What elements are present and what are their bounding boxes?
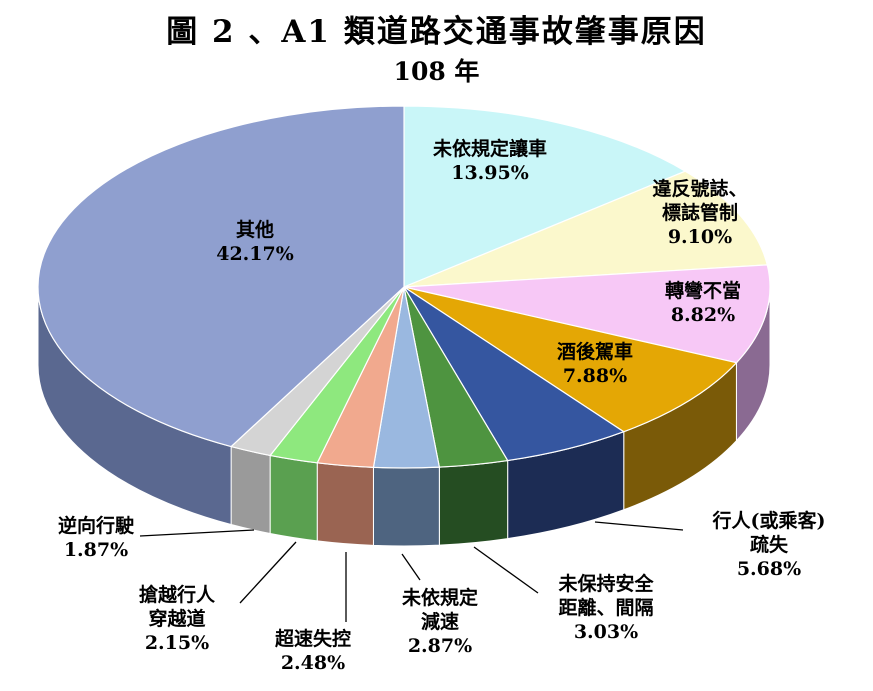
slice-value-label: 8.82% <box>671 304 735 326</box>
slice-value-label: 7.88% <box>563 365 627 387</box>
leader-line <box>239 541 297 604</box>
slice-category-label: 超速失控 <box>274 627 351 650</box>
pie-slice-side <box>230 445 271 535</box>
pie-slice <box>37 105 405 448</box>
chart-subtitle: 108 年 <box>393 57 480 86</box>
slice-category-label: 行人(或乘客) <box>712 509 826 532</box>
leader-line <box>139 529 255 537</box>
slice-value-label: 9.10% <box>668 226 732 248</box>
leader-line <box>594 521 684 531</box>
slice-category-label: 轉彎不當 <box>665 279 741 302</box>
leader-line <box>401 553 421 581</box>
slice-value-label: 2.87% <box>408 635 472 657</box>
slice-value-label: 3.03% <box>574 621 638 643</box>
slice-category-label: 未依規定 <box>401 586 478 609</box>
slice-category-label: 未依規定讓車 <box>432 137 547 160</box>
pie-slice-side <box>372 466 440 547</box>
pie-slice-side <box>316 462 374 546</box>
slice-value-label: 2.48% <box>281 652 345 674</box>
slice-category-label: 搶越行人 <box>139 583 216 606</box>
slice-value-label: 1.87% <box>64 539 128 561</box>
slice-category-label: 距離、間隔 <box>558 596 653 619</box>
slice-category-label: 穿越道 <box>148 607 205 630</box>
slice-category-label: 未保持安全 <box>557 572 654 595</box>
slice-category-label: 酒後駕車 <box>557 340 633 363</box>
pie-slice <box>403 170 769 288</box>
slice-value-label: 42.17% <box>216 243 294 265</box>
slice-value-label: 2.15% <box>145 632 209 654</box>
slice-category-label: 其他 <box>236 218 274 241</box>
pie-slice <box>403 286 626 462</box>
pie-slice <box>403 105 687 288</box>
leader-line <box>473 546 539 594</box>
pie-slice <box>403 286 738 433</box>
pie-slice <box>403 264 771 364</box>
slice-category-label: 標誌管制 <box>662 201 738 224</box>
chart-title: 圖 2 、A1 類道路交通事故肇事原因 <box>166 14 707 50</box>
slice-value-label: 5.68% <box>737 558 801 580</box>
slice-category-label: 逆向行駛 <box>58 514 135 537</box>
slice-category-label: 疏失 <box>750 533 789 556</box>
slice-value-label: 13.95% <box>451 162 529 184</box>
slice-category-label: 違反號誌、 <box>652 177 747 200</box>
slice-category-label: 減速 <box>421 610 459 633</box>
pie-slice-side <box>269 454 318 542</box>
pie-slice-side <box>438 460 509 546</box>
